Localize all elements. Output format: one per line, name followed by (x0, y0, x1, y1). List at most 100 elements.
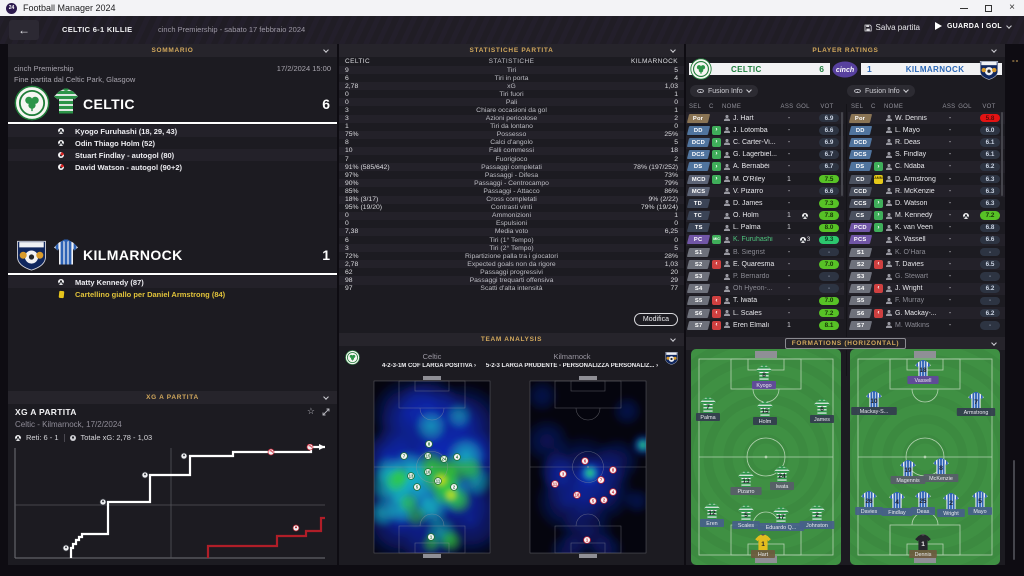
col-gol[interactable]: GOL (796, 104, 810, 110)
stats-row[interactable]: 95% (19/20) Contrasti vinti 79% (19/24) (339, 204, 684, 212)
col-vot[interactable]: VOT (982, 104, 996, 110)
player-row[interactable]: Por W. Dennis - 5.8 (848, 112, 1005, 125)
player-name[interactable]: Oh Hyeon-... (733, 285, 773, 293)
back-button[interactable]: ← (9, 20, 39, 40)
col-nome[interactable]: NOME (884, 104, 904, 110)
col-ass[interactable]: ASS (780, 104, 794, 110)
stats-row[interactable]: 3 Tiri (2° Tempo) 5 (339, 244, 684, 253)
stats-row[interactable]: 0 Ammonizioni 1 (339, 211, 684, 220)
player-name[interactable]: M. O'Riley (733, 175, 766, 183)
stats-row[interactable]: 98 Passaggi trequarti offensiva 29 (339, 276, 684, 285)
stats-row[interactable]: 90% Passaggi - Centrocampo 79% (339, 179, 684, 188)
more-options-icon[interactable]: -- (1012, 56, 1020, 65)
player-name[interactable]: J. Wright (895, 285, 923, 293)
stats-row[interactable]: 0 Espulsioni 0 (339, 220, 684, 228)
watch-goals-button[interactable]: GUARDA I GOL (934, 22, 1012, 30)
player-row[interactable]: CCS › D. Watson - 6.3 (848, 197, 1005, 209)
col-sel[interactable]: SEL (689, 104, 702, 110)
player-name[interactable]: L. Palma (733, 224, 761, 232)
close-button[interactable]: × (1009, 2, 1015, 13)
player-name[interactable]: T. Davies (895, 260, 924, 268)
stats-row[interactable]: 18% (3/17) Cross completati 9% (2/22) (339, 195, 684, 204)
stats-row[interactable]: 7,38 Media voto 6,25 (339, 227, 684, 236)
player-row[interactable]: DCD R. Deas - 6.1 (848, 136, 1005, 149)
player-row[interactable]: S7 ‹ Eren Elmalı 1 8.1 (686, 319, 844, 331)
maximize-button[interactable] (976, 0, 1000, 16)
stats-row[interactable]: 62 Passaggi progressivi 20 (339, 268, 684, 276)
stats-section-header[interactable]: STATISTICHE PARTITA (339, 44, 684, 57)
player-name[interactable]: C. Ndaba (895, 163, 925, 171)
ratings-section-header[interactable]: PLAYER RATINGS (686, 44, 1005, 57)
player-name[interactable]: D. Armstrong (895, 175, 936, 183)
away-tactic-link[interactable]: 5-2-3 LARGA PRUDENTE - PERSONALIZZA PERS… (485, 363, 659, 369)
player-name[interactable]: E. Quaresma (733, 260, 775, 268)
stats-row[interactable]: 10 Falli commessi 18 (339, 146, 684, 156)
stats-row[interactable]: 75% Possesso 25% (339, 130, 684, 139)
player-row[interactable]: S3 G. Stewart - - (848, 270, 1005, 282)
stats-row[interactable]: 2,78 Expected goals non da rigore 1,03 (339, 260, 684, 269)
player-row[interactable]: PCD › K. van Veen - 6.8 (848, 222, 1005, 234)
stats-row[interactable]: 0 Tiri fuori 1 (339, 90, 684, 98)
player-row[interactable]: MCS V. Pizarro - 6.6 (686, 185, 844, 198)
player-name[interactable]: R. Deas (895, 138, 921, 146)
col-gol[interactable]: GOL (958, 104, 972, 110)
stats-row[interactable]: 3 Chiare occasioni da gol 1 (339, 106, 684, 114)
stats-row[interactable]: 6 Tiri (1° Tempo) 0 (339, 236, 684, 244)
player-name[interactable]: R. McKenzie (895, 187, 935, 195)
player-name[interactable]: K. Vassell (895, 236, 926, 244)
stats-row[interactable]: 7 Fuorigioco 2 (339, 155, 684, 163)
player-name[interactable]: K. van Veen (895, 224, 933, 232)
stats-row[interactable]: 97 Scatti d'alta intensità 77 (339, 285, 684, 293)
player-row[interactable]: S5 F. Murray - - (848, 295, 1005, 307)
player-row[interactable]: S2 ‹ T. Davies - 6.5 (848, 258, 1005, 271)
player-row[interactable]: DS › C. Ndaba - 6.2 (848, 160, 1005, 173)
player-name[interactable]: G. Mackay-... (895, 309, 937, 317)
player-row[interactable]: S1 B. Siegrist - - (686, 246, 844, 258)
page-scrollbar[interactable] (1013, 460, 1015, 560)
stats-row[interactable]: 6 Tiri in porta 4 (339, 74, 684, 82)
player-row[interactable]: CD AMM D. Armstrong - 6.3 (848, 173, 1005, 185)
xg-section-header[interactable]: XG A PARTITA (8, 391, 337, 404)
formations-section-header[interactable]: FORMATIONS (HORIZONTAL) (686, 337, 1005, 350)
player-row[interactable]: S2 ‹ E. Quaresma - 7.0 (686, 258, 844, 271)
player-row[interactable]: S5 ‹ T. Iwata - 7.0 (686, 295, 844, 307)
player-name[interactable]: D. Watson (895, 199, 928, 207)
player-row[interactable]: MCD › M. O'Riley 1 7.5 (686, 173, 844, 185)
col-vot[interactable]: VOT (820, 104, 834, 110)
team-analysis-section-header[interactable]: TEAM ANALYSIS (339, 333, 684, 346)
col-c[interactable]: C (871, 104, 876, 110)
away-team-name[interactable]: KILMARNOCK (83, 247, 183, 263)
col-ass[interactable]: ASS (942, 104, 956, 110)
home-list-scrollbar[interactable] (841, 112, 843, 196)
favourite-star-icon[interactable]: ☆ (306, 406, 315, 416)
stats-row[interactable]: 85% Passaggi - Attacco 86% (339, 187, 684, 195)
player-row[interactable]: PCS K. Vassell - 6.6 (848, 233, 1005, 247)
player-row[interactable]: S3 P. Bernardo - - (686, 270, 844, 282)
home-tactic-link[interactable]: 4-2-3-1M COF LARGA POSITIVA › (381, 363, 477, 369)
edit-button[interactable]: Modifica (633, 313, 678, 326)
player-name[interactable]: W. Dennis (895, 114, 927, 122)
player-name[interactable]: G. Stewart (895, 273, 929, 281)
player-row[interactable]: CS › M. Kennedy - 7.2 (848, 209, 1005, 222)
player-row[interactable]: TD D. James - 7.3 (686, 197, 844, 209)
stats-row[interactable]: 91% (585/642) Passaggi completati 78% (197… (339, 163, 684, 172)
stats-row[interactable]: 2,78 xG 1,03 (339, 82, 684, 91)
player-row[interactable]: S6 ‹ G. Mackay-... - 6.2 (848, 307, 1005, 320)
stats-row[interactable]: 97% Passaggi - Difesa 73% (339, 171, 684, 179)
save-match-button[interactable]: Salva partita (864, 23, 920, 32)
player-row[interactable]: DD › J. Lotomba - 6.6 (686, 124, 844, 136)
player-row[interactable]: Por J. Hart - 6.9 (686, 112, 844, 125)
player-name[interactable]: J. Lotomba (733, 126, 768, 134)
player-row[interactable]: S6 ‹ L. Scales - 7.2 (686, 307, 844, 320)
stats-row[interactable]: 0 Pali 0 (339, 98, 684, 107)
player-name[interactable]: V. Pizarro (733, 187, 764, 195)
player-row[interactable]: TS L. Palma 1 8.0 (686, 222, 844, 234)
stats-row[interactable]: 8 Calci d'angolo 5 (339, 139, 684, 147)
player-row[interactable]: DCD › C. Carter-Vi... - 6.9 (686, 136, 844, 149)
player-name[interactable]: K. Furuhashi (733, 236, 773, 244)
stats-row[interactable]: 9 Tiri 5 (339, 66, 684, 75)
minimize-button[interactable] (952, 0, 976, 16)
player-row[interactable]: S1 K. O'Hara - - (848, 246, 1005, 258)
away-fusion-info-dropdown[interactable]: Fusion Info (847, 85, 915, 97)
player-row[interactable]: S4 Oh Hyeon-... - - (686, 282, 844, 295)
